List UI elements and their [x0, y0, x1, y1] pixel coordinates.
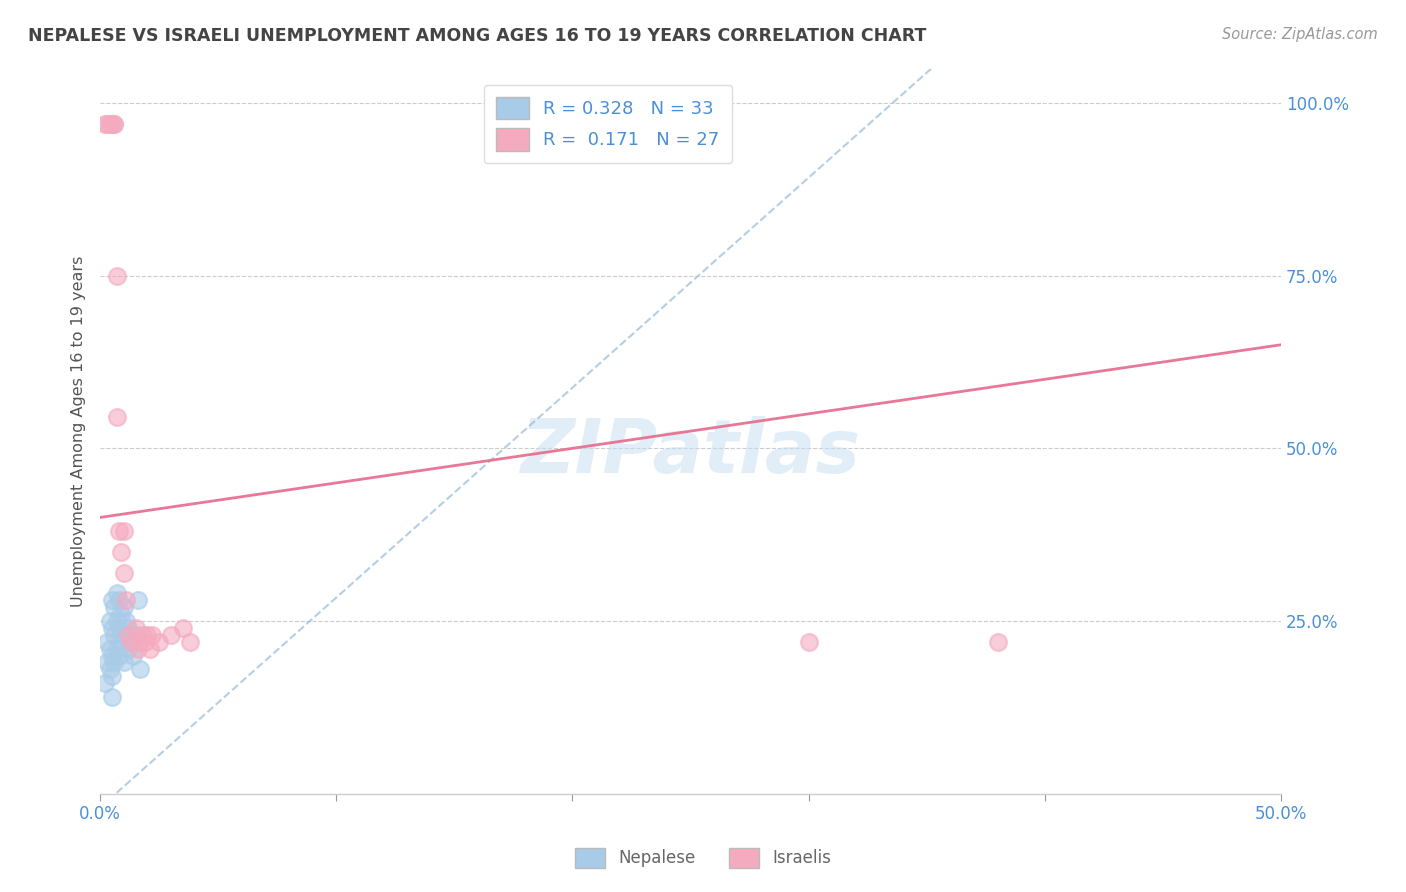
Point: [160, 628, 183, 642]
Point: [108, 648, 131, 663]
Point: [120, 634, 142, 648]
Point: [112, 524, 135, 539]
Point: [98, 614, 121, 628]
Point: [124, 628, 146, 642]
Point: [141, 628, 163, 642]
Point: [115, 593, 138, 607]
Point: [112, 656, 135, 670]
Point: [101, 690, 124, 704]
Point: [148, 634, 170, 648]
Point: [101, 117, 124, 131]
Point: [96, 117, 118, 131]
Legend: R = 0.328   N = 33, R =  0.171   N = 27: R = 0.328 N = 33, R = 0.171 N = 27: [484, 85, 733, 163]
Point: [115, 614, 138, 628]
Point: [129, 634, 152, 648]
Point: [98, 641, 121, 656]
Point: [131, 628, 153, 642]
Point: [122, 648, 145, 663]
Point: [112, 628, 135, 642]
Point: [112, 566, 135, 580]
Point: [96, 634, 118, 648]
Point: [124, 621, 146, 635]
Point: [120, 634, 142, 648]
Point: [117, 641, 139, 656]
Point: [138, 641, 160, 656]
Point: [101, 621, 124, 635]
Point: [987, 634, 1010, 648]
Point: [108, 524, 131, 539]
Y-axis label: Unemployment Among Ages 16 to 19 years: Unemployment Among Ages 16 to 19 years: [72, 255, 86, 607]
Point: [110, 607, 132, 621]
Point: [94, 117, 117, 131]
Point: [105, 586, 128, 600]
Point: [103, 600, 125, 615]
Point: [127, 641, 149, 656]
Point: [105, 268, 128, 283]
Point: [98, 662, 121, 676]
Point: [797, 634, 820, 648]
Point: [112, 600, 135, 615]
Point: [108, 621, 131, 635]
Point: [103, 117, 125, 131]
Text: Source: ZipAtlas.com: Source: ZipAtlas.com: [1222, 27, 1378, 42]
Point: [129, 662, 152, 676]
Point: [101, 648, 124, 663]
Point: [117, 621, 139, 635]
Point: [105, 614, 128, 628]
Point: [117, 628, 139, 642]
Legend: Nepalese, Israelis: Nepalese, Israelis: [568, 841, 838, 875]
Point: [127, 593, 149, 607]
Point: [179, 634, 201, 648]
Point: [94, 676, 117, 690]
Point: [101, 669, 124, 683]
Point: [110, 634, 132, 648]
Point: [103, 628, 125, 642]
Text: ZIPatlas: ZIPatlas: [520, 417, 860, 490]
Point: [96, 656, 118, 670]
Point: [105, 410, 128, 425]
Point: [103, 656, 125, 670]
Point: [101, 593, 124, 607]
Point: [136, 628, 159, 642]
Point: [110, 545, 132, 559]
Point: [108, 593, 131, 607]
Text: NEPALESE VS ISRAELI UNEMPLOYMENT AMONG AGES 16 TO 19 YEARS CORRELATION CHART: NEPALESE VS ISRAELI UNEMPLOYMENT AMONG A…: [28, 27, 927, 45]
Point: [103, 117, 125, 131]
Point: [98, 117, 121, 131]
Point: [134, 634, 156, 648]
Point: [172, 621, 194, 635]
Point: [105, 641, 128, 656]
